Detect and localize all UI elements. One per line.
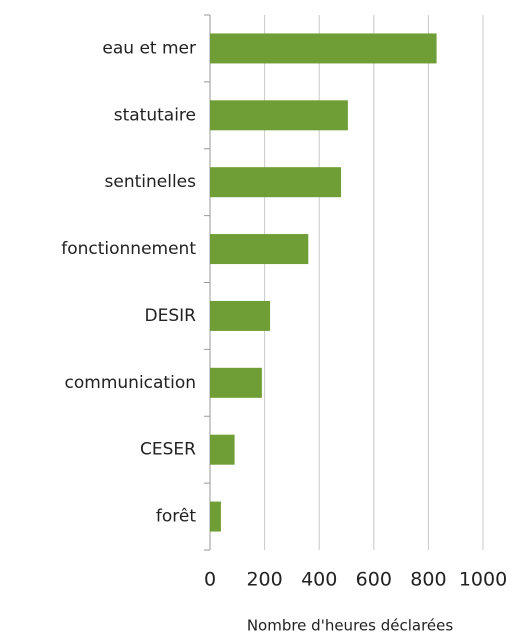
- bar: [210, 100, 348, 131]
- x-tick-label: 1000: [459, 569, 507, 591]
- bar: [210, 300, 271, 331]
- bar: [210, 367, 262, 398]
- y-tick-label: sentinelles: [105, 172, 197, 192]
- x-tick-label: 0: [204, 569, 216, 591]
- bar: [210, 501, 221, 532]
- bar: [210, 33, 437, 64]
- x-tick-label: 800: [410, 569, 446, 591]
- y-tick-label: communication: [65, 373, 196, 393]
- bar: [210, 167, 342, 198]
- x-tick-label: 200: [246, 569, 282, 591]
- y-tick-label: eau et mer: [102, 38, 196, 58]
- y-tick-label: forêt: [156, 507, 196, 527]
- y-tick-label: CESER: [140, 440, 196, 460]
- y-tick-label: statutaire: [114, 105, 196, 125]
- x-tick-label: 400: [301, 569, 337, 591]
- y-tick-label: fonctionnement: [61, 239, 196, 259]
- bar: [210, 234, 309, 265]
- bar: [210, 434, 235, 465]
- x-tick-label: 600: [356, 569, 392, 591]
- x-axis-title: Nombre d'heures déclarées: [247, 617, 454, 635]
- y-tick-label: DESIR: [145, 306, 197, 326]
